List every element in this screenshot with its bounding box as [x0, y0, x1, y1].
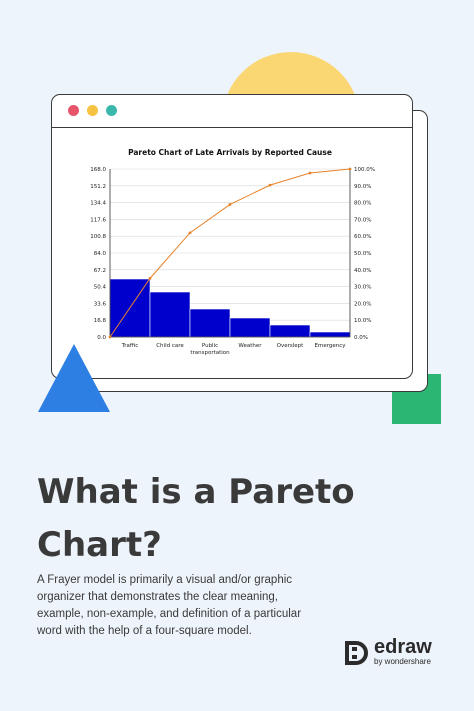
cumulative-point-6: [348, 167, 352, 171]
y2-tick-label: 30.0%: [354, 285, 371, 291]
edraw-logo-icon: [345, 641, 368, 665]
y2-tick-label: 90.0%: [354, 184, 371, 190]
x-tick-label: Weather: [238, 343, 262, 349]
y2-tick-label: 40.0%: [354, 268, 371, 274]
y-tick-label: 168.0: [90, 167, 106, 173]
y-tick-label: 0.0: [97, 335, 106, 341]
browser-window: Pareto Chart of Late Arrivals by Reporte…: [51, 94, 413, 379]
y-tick-label: 50.4: [94, 285, 107, 291]
logo-tagline: by wondershare: [374, 657, 431, 666]
pareto-chart: Pareto Chart of Late Arrivals by Reporte…: [90, 148, 375, 356]
page-headline: What is a Pareto Chart?: [37, 472, 355, 565]
blue-triangle-decoration: [38, 344, 110, 412]
bar-6: [309, 331, 351, 338]
y-tick-label: 33.6: [94, 301, 107, 307]
edraw-logo: edraw by wondershare: [344, 637, 454, 669]
x-tick-label: Public transportation: [190, 343, 230, 356]
minimize-dot-icon: [87, 105, 98, 116]
y-tick-label: 100.8: [90, 234, 106, 240]
description-text: A Frayer model is primarily a visual and…: [37, 574, 302, 637]
y-tick-label: 16.8: [94, 318, 107, 324]
y-tick-label: 117.6: [90, 217, 106, 223]
window-titlebar: [52, 95, 412, 128]
y2-tick-label: 0.0%: [354, 335, 368, 341]
bar-3: [189, 308, 231, 338]
y-tick-label: 134.4: [90, 201, 106, 207]
x-tick-label: Child care: [156, 343, 184, 349]
y2-tick-label: 60.0%: [354, 234, 371, 240]
cumulative-point-1: [148, 276, 152, 280]
y2-tick-label: 20.0%: [354, 301, 371, 307]
y2-tick-label: 70.0%: [354, 217, 371, 223]
triangle-shape: [38, 344, 110, 412]
bar-5: [269, 324, 311, 338]
y-tick-label: 67.2: [94, 268, 106, 274]
bar-2: [149, 291, 191, 338]
x-tick-label: Overslept: [277, 343, 304, 349]
logo-name: edraw: [374, 636, 432, 658]
x-tick-label: Traffic: [121, 343, 139, 349]
cumulative-point-2: [188, 231, 192, 235]
y2-tick-label: 80.0%: [354, 201, 371, 207]
cumulative-point-4: [268, 183, 272, 187]
bar-4: [229, 317, 271, 338]
x-tick-label: Emergency: [314, 343, 346, 349]
y2-tick-label: 100.0%: [354, 167, 375, 173]
close-dot-icon: [68, 105, 79, 116]
cumulative-point-5: [308, 171, 312, 175]
maximize-dot-icon: [106, 105, 117, 116]
cumulative-point-3: [228, 203, 232, 206]
y-tick-label: 151.2: [90, 184, 106, 190]
cumulative-point-0: [108, 335, 112, 339]
chart-title: Pareto Chart of Late Arrivals by Reporte…: [128, 148, 332, 157]
y2-tick-label: 10.0%: [354, 318, 371, 324]
y-tick-label: 84.0: [94, 251, 107, 257]
y2-tick-label: 50.0%: [354, 251, 371, 257]
